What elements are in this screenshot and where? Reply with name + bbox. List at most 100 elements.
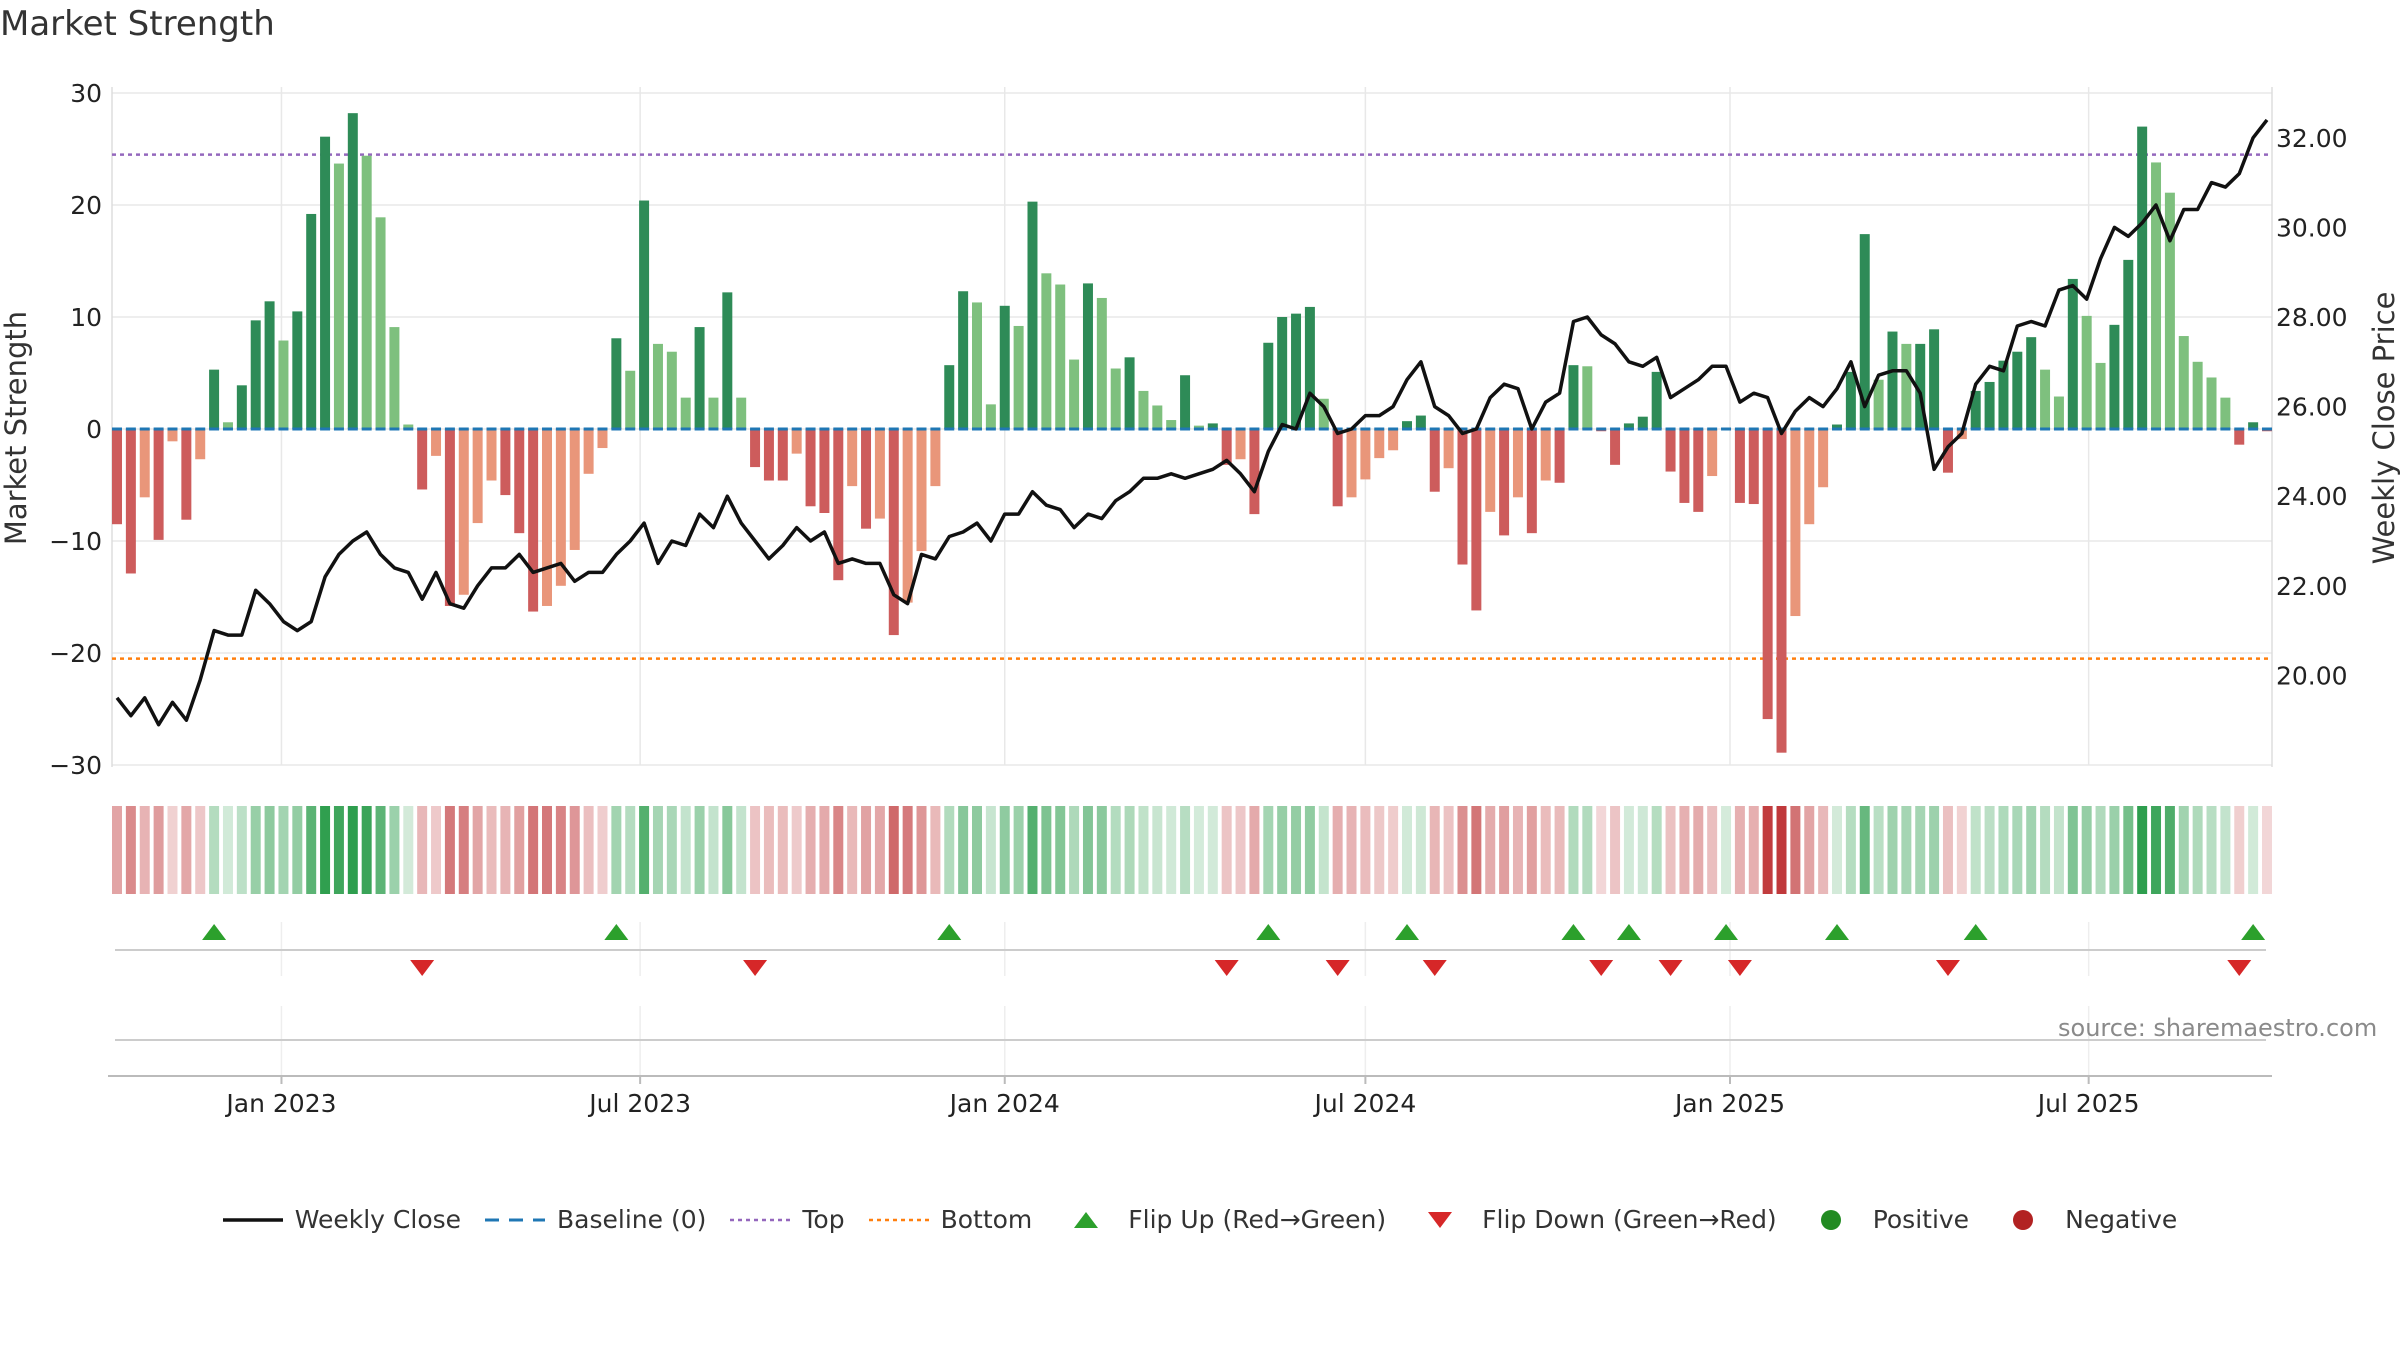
heat-cell <box>1776 806 1787 894</box>
heat-cell <box>1471 806 1482 894</box>
heat-cell <box>403 806 414 894</box>
heat-cell <box>2067 806 2078 894</box>
source-note: source: sharemaestro.com <box>2058 1014 2378 1042</box>
legend-item: Top <box>730 1205 845 1234</box>
strength-bar <box>1540 429 1551 481</box>
heat-cell <box>1402 806 1412 894</box>
strength-bar <box>888 429 899 636</box>
heat-cell <box>1318 806 1329 894</box>
legend-label: Bottom <box>940 1205 1033 1234</box>
strength-bar <box>1013 325 1024 429</box>
strength-bar <box>861 429 872 529</box>
heat-cell <box>1013 806 1024 894</box>
strength-heat-strip <box>112 806 2272 894</box>
heat-cell <box>1818 806 1829 894</box>
legend-item: Positive <box>1801 1205 1969 1234</box>
strength-bar <box>1610 429 1621 465</box>
heat-cell <box>1180 806 1191 894</box>
y-right-tick-label: 30.00 <box>2276 213 2348 242</box>
heat-cell <box>1956 806 1967 894</box>
heat-cell <box>125 806 136 894</box>
heat-cell <box>1915 806 1926 894</box>
heat-cell <box>236 806 247 894</box>
heat-cell <box>652 806 663 894</box>
strength-bar <box>1263 342 1274 429</box>
x-tick-label: Jul 2025 <box>2036 1089 2140 1118</box>
strength-bar <box>958 291 969 429</box>
strength-bar <box>1859 234 1870 429</box>
strength-bar <box>1110 368 1121 429</box>
heat-cell <box>750 806 761 894</box>
strength-bar <box>1082 283 1093 429</box>
heat-cell <box>361 806 372 894</box>
heat-cell <box>444 806 455 894</box>
heat-cell <box>333 806 344 894</box>
heat-cell <box>2026 806 2037 894</box>
y-right-tick-label: 20.00 <box>2276 661 2348 690</box>
chart-legend: Weekly Close Baseline (0) Top Bottom Flip Up… <box>0 1205 2400 1234</box>
heat-cell <box>1942 806 1953 894</box>
strength-bar <box>1069 359 1080 429</box>
heat-cell <box>777 806 788 894</box>
heat-cell <box>861 806 872 894</box>
heat-cell <box>2095 806 2106 894</box>
heat-cell <box>1069 806 1080 894</box>
heat-cell <box>1443 806 1454 894</box>
heat-cell <box>819 806 830 894</box>
strength-bar <box>750 429 761 468</box>
strength-bar <box>389 327 400 429</box>
dot-legend-icon <box>730 1218 791 1221</box>
heat-cell <box>347 806 358 894</box>
heat-cell <box>306 806 317 894</box>
strength-bar <box>306 213 317 429</box>
heat-cell <box>833 806 844 894</box>
strength-bar <box>2206 377 2217 429</box>
strength-bar <box>722 292 733 429</box>
strength-bar <box>777 429 788 481</box>
strength-bar <box>1152 405 1163 429</box>
strength-bar <box>985 404 996 429</box>
x-tick-label: Jul 2023 <box>587 1089 691 1118</box>
strength-bar <box>1734 429 1745 503</box>
strength-bar <box>874 429 885 519</box>
strength-bar <box>916 429 927 552</box>
strength-bar <box>2067 278 2078 429</box>
heat-cell <box>611 806 622 894</box>
strength-bar <box>2137 126 2148 429</box>
heat-cell <box>1138 806 1149 894</box>
flip-down-marker <box>1935 960 1960 976</box>
heat-cell <box>944 806 955 894</box>
heat-cell <box>763 806 774 894</box>
heat-cell <box>431 806 442 894</box>
heat-cell <box>1790 806 1801 894</box>
strength-bar <box>1485 429 1496 512</box>
triangle-up-legend-icon <box>1074 1211 1099 1228</box>
strength-bar <box>1970 390 1981 429</box>
heat-cell <box>1707 806 1718 894</box>
legend-label: Positive <box>1872 1205 1970 1234</box>
heat-cell <box>1166 806 1177 894</box>
heat-cell <box>1304 806 1315 894</box>
strength-bar <box>833 429 844 581</box>
flip-down-marker <box>410 960 435 976</box>
heat-cell <box>320 806 331 894</box>
legend-label: Weekly Close <box>294 1205 462 1234</box>
heat-cell <box>181 806 192 894</box>
legend-item: Baseline (0) <box>485 1205 706 1234</box>
dash-legend-icon <box>485 1218 546 1221</box>
strength-bar <box>139 429 150 498</box>
strength-bar <box>1332 429 1343 507</box>
strength-bar <box>763 429 774 481</box>
strength-bar <box>1762 429 1773 720</box>
heat-cell <box>1249 806 1260 894</box>
strength-bar <box>1901 343 1912 429</box>
heat-cell <box>500 806 511 894</box>
strength-bar <box>1304 306 1315 429</box>
heat-cell <box>1887 806 1898 894</box>
heat-cell <box>153 806 164 894</box>
heat-cell <box>1360 806 1371 894</box>
heat-cell <box>2053 806 2064 894</box>
strength-bar <box>250 320 261 429</box>
strength-bar <box>333 163 344 429</box>
flip-down-marker <box>1589 960 1614 976</box>
